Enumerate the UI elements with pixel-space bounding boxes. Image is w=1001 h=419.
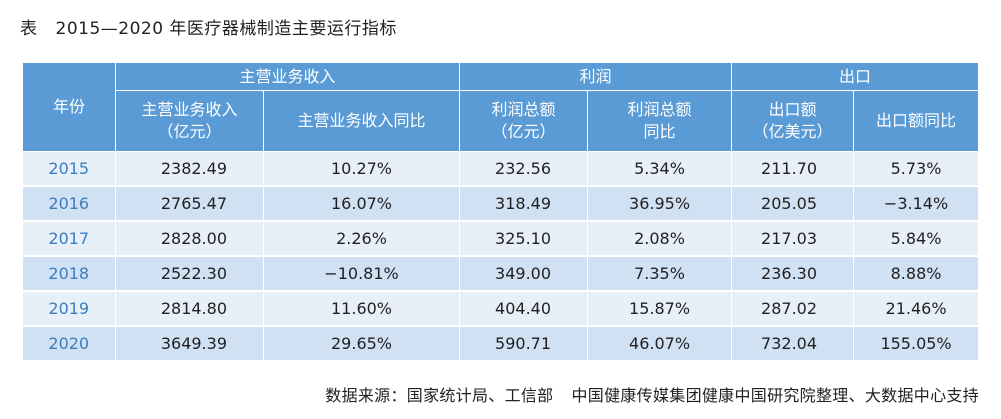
cell-export: 205.05 <box>731 186 855 222</box>
group-header-export: 出口 <box>731 62 980 91</box>
cell-profit: 325.10 <box>459 221 589 257</box>
cell-profit: 349.00 <box>459 256 589 292</box>
cell-revenue: 2382.49 <box>115 151 264 187</box>
cell-profit-yoy: 46.07% <box>587 326 733 362</box>
cell-revenue-yoy: 11.60% <box>263 291 461 327</box>
caption-title: 2015—2020 年医疗器械制造主要运行指标 <box>55 19 397 39</box>
table-row: 2017 2828.00 2.26% 325.10 2.08% 217.03 5.84% <box>22 221 980 257</box>
cell-profit-yoy: 36.95% <box>587 186 733 222</box>
table-row: 2020 3649.39 29.65% 590.71 46.07% 732.04 155.0… <box>22 326 980 362</box>
cell-export-yoy: −3.14% <box>853 186 980 222</box>
cell-export: 236.30 <box>731 256 855 292</box>
cell-revenue: 2828.00 <box>115 221 264 257</box>
cell-profit: 404.40 <box>459 291 589 327</box>
cell-profit-yoy: 2.08% <box>587 221 733 257</box>
cell-revenue: 2522.30 <box>115 256 264 292</box>
cell-year: 2017 <box>22 221 116 257</box>
cell-revenue-yoy: 2.26% <box>263 221 461 257</box>
column-header-revenue: 主营业务收入 （亿元） <box>115 90 264 152</box>
cell-year: 2020 <box>22 326 116 362</box>
cell-export-yoy: 155.05% <box>853 326 980 362</box>
table-row: 2016 2765.47 16.07% 318.49 36.95% 205.05 −3.14… <box>22 186 980 222</box>
table-caption: 表 2015—2020 年医疗器械制造主要运行指标 <box>20 14 397 39</box>
source-label: 数据来源：国家统计局、工信部 <box>325 386 554 405</box>
cell-export-yoy: 5.73% <box>853 151 980 187</box>
group-header-revenue: 主营业务收入 <box>114 62 461 91</box>
cell-profit: 232.56 <box>459 151 589 187</box>
cell-revenue-yoy: 10.27% <box>263 151 461 187</box>
data-source-note: 数据来源：国家统计局、工信部 中国健康传媒集团健康中国研究院整理、大数据中心支持 <box>325 382 979 406</box>
cell-export: 217.03 <box>731 221 855 257</box>
column-header-export-yoy: 出口额同比 <box>853 90 980 152</box>
cell-export: 287.02 <box>731 291 855 327</box>
cell-export-yoy: 8.88% <box>853 256 980 292</box>
cell-export-yoy: 21.46% <box>853 291 980 327</box>
cell-revenue: 3649.39 <box>115 326 264 362</box>
cell-year: 2015 <box>22 151 116 187</box>
column-header-revenue-yoy: 主营业务收入同比 <box>262 90 461 152</box>
cell-revenue: 2765.47 <box>115 186 264 222</box>
table-row: 2019 2814.80 11.60% 404.40 15.87% 287.02 21.46… <box>22 291 980 327</box>
cell-profit-yoy: 7.35% <box>587 256 733 292</box>
cell-year: 2019 <box>22 291 116 327</box>
cell-year: 2016 <box>22 186 116 222</box>
cell-profit-yoy: 15.87% <box>587 291 733 327</box>
column-header-export: 出口额 （亿美元） <box>731 90 855 152</box>
cell-export: 211.70 <box>731 151 855 187</box>
cell-export: 732.04 <box>731 326 855 362</box>
caption-prefix: 表 <box>20 19 38 39</box>
cell-revenue-yoy: 16.07% <box>263 186 461 222</box>
table-row: 2015 2382.49 10.27% 232.56 5.34% 211.70 5.73% <box>22 151 980 187</box>
cell-profit: 318.49 <box>459 186 589 222</box>
cell-revenue-yoy: 29.65% <box>263 326 461 362</box>
table-row: 2018 2522.30 −10.81% 349.00 7.35% 236.30 8.88% <box>22 256 980 292</box>
column-header-profit: 利润总额 （亿元） <box>459 90 589 152</box>
cell-export-yoy: 5.84% <box>853 221 980 257</box>
source-organization: 中国健康传媒集团健康中国研究院整理、大数据中心支持 <box>571 386 979 405</box>
cell-revenue: 2814.80 <box>115 291 264 327</box>
group-header-profit: 利润 <box>459 62 733 91</box>
year-column-header: 年份 <box>22 62 116 152</box>
cell-revenue-yoy: −10.81% <box>263 256 461 292</box>
cell-profit-yoy: 5.34% <box>587 151 733 187</box>
column-header-profit-yoy: 利润总额 同比 <box>587 90 733 152</box>
cell-year: 2018 <box>22 256 116 292</box>
cell-profit: 590.71 <box>459 326 589 362</box>
operating-indicators-table: 年份 主营业务收入 利润 出口 主营业务收入 （亿元） 主营业务收入同比 利润总额 （亿… <box>22 62 980 362</box>
